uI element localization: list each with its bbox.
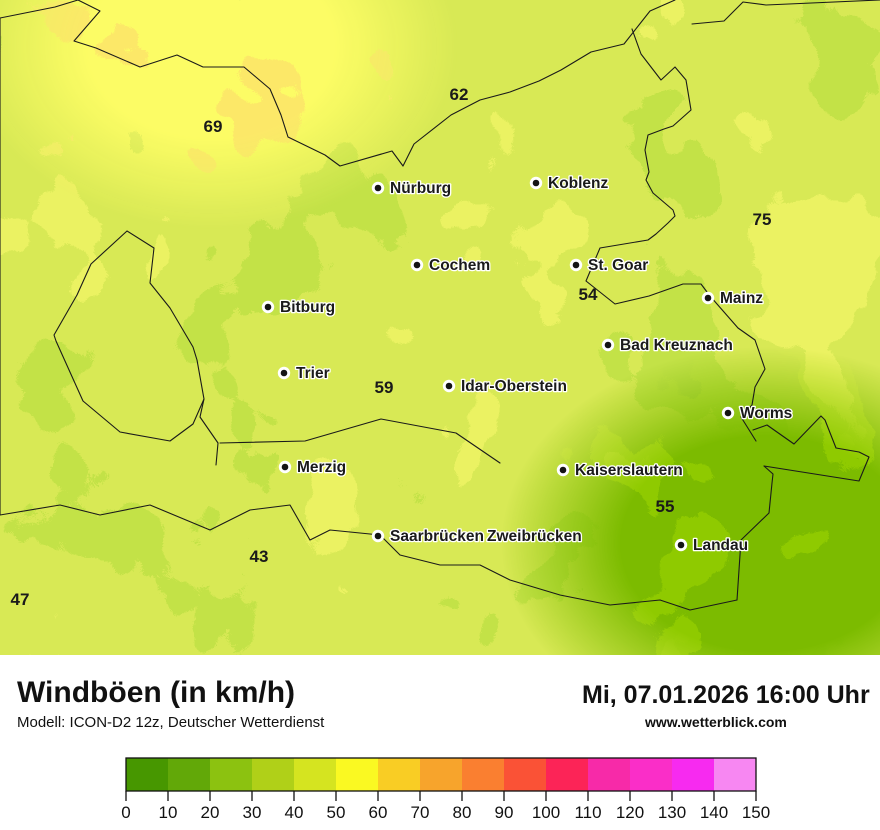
svg-text:69: 69 bbox=[204, 117, 223, 136]
svg-text:100: 100 bbox=[532, 803, 560, 822]
svg-text:Saarbrücken: Saarbrücken bbox=[390, 528, 484, 545]
svg-text:20: 20 bbox=[201, 803, 220, 822]
svg-text:30: 30 bbox=[243, 803, 262, 822]
svg-text:140: 140 bbox=[700, 803, 728, 822]
svg-text:Bitburg: Bitburg bbox=[280, 299, 335, 316]
svg-text:70: 70 bbox=[411, 803, 430, 822]
svg-text:Landau: Landau bbox=[693, 537, 748, 554]
svg-text:75: 75 bbox=[753, 210, 772, 229]
svg-text:90: 90 bbox=[495, 803, 514, 822]
svg-text:60: 60 bbox=[369, 803, 388, 822]
svg-text:40: 40 bbox=[285, 803, 304, 822]
svg-text:47: 47 bbox=[11, 590, 30, 609]
svg-text:Trier: Trier bbox=[296, 365, 330, 382]
svg-text:59: 59 bbox=[375, 378, 394, 397]
svg-text:110: 110 bbox=[574, 803, 601, 822]
svg-text:Idar-Oberstein: Idar-Oberstein bbox=[461, 378, 567, 395]
svg-text:54: 54 bbox=[579, 285, 598, 304]
svg-text:Worms: Worms bbox=[740, 405, 792, 422]
svg-text:62: 62 bbox=[450, 85, 469, 104]
svg-text:Nürburg: Nürburg bbox=[390, 180, 451, 197]
svg-text:150: 150 bbox=[742, 803, 770, 822]
svg-text:10: 10 bbox=[159, 803, 178, 822]
svg-text:120: 120 bbox=[616, 803, 644, 822]
svg-text:Zweibrücken: Zweibrücken bbox=[487, 528, 582, 545]
svg-text:Merzig: Merzig bbox=[297, 459, 346, 476]
svg-text:55: 55 bbox=[656, 497, 675, 516]
svg-text:50: 50 bbox=[327, 803, 346, 822]
svg-text:Bad Kreuznach: Bad Kreuznach bbox=[620, 337, 733, 354]
svg-text:Cochem: Cochem bbox=[429, 257, 490, 274]
svg-text:43: 43 bbox=[250, 547, 269, 566]
svg-text:St. Goar: St. Goar bbox=[588, 257, 648, 274]
svg-text:Mainz: Mainz bbox=[720, 290, 763, 307]
svg-text:Kaiserslautern: Kaiserslautern bbox=[575, 462, 683, 479]
svg-text:80: 80 bbox=[453, 803, 472, 822]
svg-text:Koblenz: Koblenz bbox=[548, 175, 609, 192]
svg-text:130: 130 bbox=[658, 803, 686, 822]
svg-text:0: 0 bbox=[121, 803, 130, 822]
